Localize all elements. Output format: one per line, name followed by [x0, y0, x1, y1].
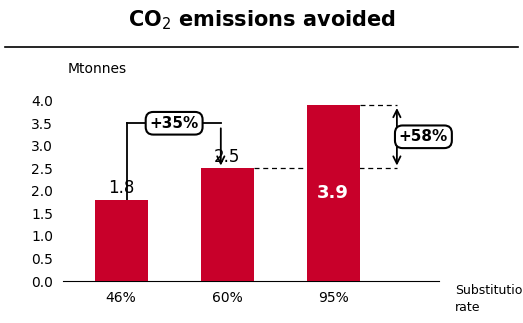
Text: CO$_2$ emissions avoided: CO$_2$ emissions avoided: [128, 8, 395, 32]
Text: 2.5: 2.5: [214, 148, 241, 166]
Text: +35%: +35%: [150, 116, 199, 131]
Bar: [306, 105, 360, 281]
Text: Substitution
rate: Substitution rate: [455, 284, 523, 314]
Bar: [201, 168, 254, 281]
Bar: [95, 200, 147, 281]
Text: 1.8: 1.8: [108, 179, 134, 197]
Text: 3.9: 3.9: [317, 184, 349, 202]
Text: +58%: +58%: [399, 129, 448, 144]
Text: Mtonnes: Mtonnes: [68, 62, 127, 76]
